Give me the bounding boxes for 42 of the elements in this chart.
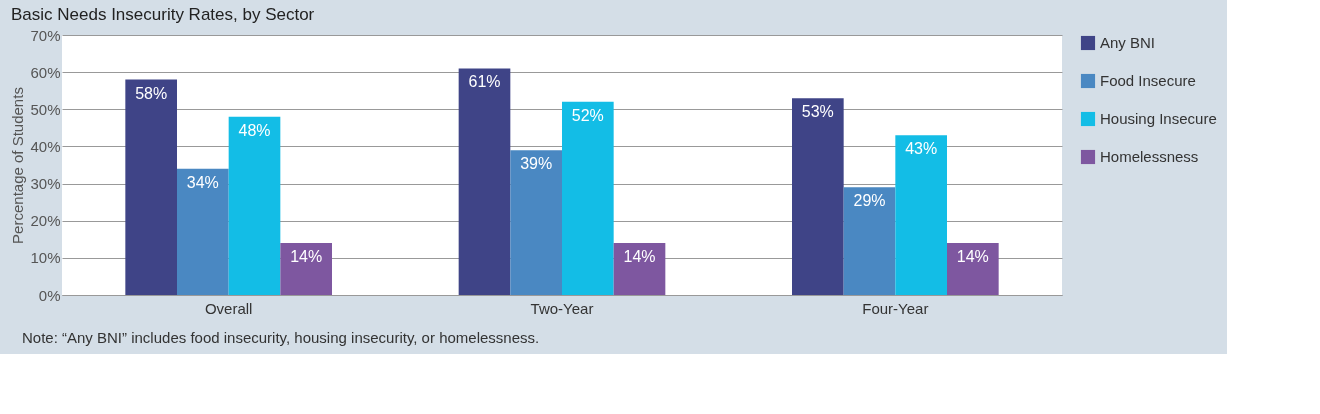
legend-label: Homelessness (1100, 148, 1199, 165)
data-label: 34% (186, 173, 219, 191)
x-tick-label: Two-Year (530, 299, 594, 317)
data-label: 14% (956, 248, 989, 265)
y-tick-label: 20% (30, 212, 61, 230)
data-label: 52% (571, 106, 604, 124)
data-label: 58% (135, 84, 168, 102)
bar (228, 116, 281, 295)
data-label: 43% (905, 140, 938, 158)
bar (792, 98, 844, 295)
bar (562, 101, 614, 295)
legend-label: Any BNI (1100, 34, 1156, 51)
bar (947, 243, 999, 295)
data-label: 53% (801, 103, 834, 121)
data-label: 14% (623, 248, 656, 265)
data-label: 61% (468, 73, 501, 91)
bar (177, 168, 229, 295)
y-tick-label: 30% (30, 175, 61, 193)
bar (613, 243, 666, 295)
y-tick-label: 10% (30, 249, 61, 267)
bar (458, 68, 511, 295)
legend-label: Housing Insecure (1100, 110, 1217, 127)
data-label: 14% (290, 248, 323, 265)
y-tick-label: 40% (30, 137, 61, 155)
legend-label: Food Insecure (1100, 72, 1196, 89)
x-tick-label: Four-Year (862, 299, 929, 317)
bar (895, 135, 947, 295)
y-tick-label: 70% (30, 26, 61, 44)
x-tick-label: Overall (204, 299, 253, 317)
bar (125, 79, 177, 295)
chart-title: Basic Needs Insecurity Rates, by Sector (10, 5, 315, 24)
bar (510, 150, 562, 295)
data-label: 39% (520, 155, 553, 173)
y-axis-title: Percentage of Students (9, 87, 27, 244)
y-tick-label: 50% (30, 100, 61, 118)
bar (280, 243, 332, 295)
data-label: 48% (238, 121, 271, 139)
text: Note: “Any BNI” includes food insecurity, housing insecurity, or homelessness. (22, 329, 540, 346)
y-tick-label: 60% (30, 63, 61, 81)
data-label: 29% (853, 192, 886, 210)
bar (843, 187, 896, 295)
y-tick-label: 0% (38, 286, 61, 304)
